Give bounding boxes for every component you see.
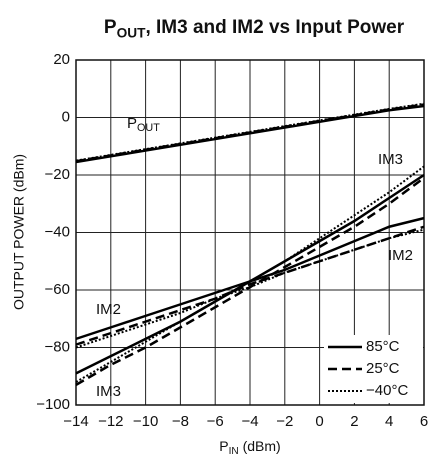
y-tick-label: 0: [62, 108, 70, 125]
annotation-part: IM2: [388, 247, 413, 264]
annotation-part: IM3: [96, 383, 121, 400]
annotation: IM2: [388, 247, 413, 264]
annotation-part: P: [127, 115, 137, 132]
chart-title-part: , IM3 and IM2 vs Input Power: [145, 17, 404, 38]
y-tick-label: −40: [45, 223, 70, 240]
legend-label: −40°C: [366, 382, 408, 399]
x-axis-label: PIN (dBm): [219, 438, 280, 457]
series-line: [75, 225, 425, 346]
y-tick-label: −80: [45, 338, 70, 355]
x-tick-label: −12: [98, 413, 123, 430]
x-tick-label: 6: [420, 413, 428, 430]
plot-frame: [75, 59, 425, 406]
legend-label: 85°C: [366, 338, 400, 355]
annotation-part: IM3: [378, 151, 403, 168]
x-tick-label: −14: [63, 413, 88, 430]
series-line: [75, 165, 425, 383]
x-axis-label-part: IN: [229, 446, 239, 457]
y-tick-label: −100: [36, 396, 70, 413]
series-line: [75, 102, 425, 162]
y-tick-label: 20: [53, 51, 70, 68]
x-tick-label: 0: [315, 413, 323, 430]
x-tick-label: −8: [172, 413, 189, 430]
y-tick-label: −20: [45, 166, 70, 183]
x-tick-label: −10: [133, 413, 158, 430]
x-axis-label-part: P: [219, 438, 228, 454]
x-axis-label-part: (dBm): [239, 438, 281, 454]
chart-title: POUT, IM3 and IM2 vs Input Power: [104, 17, 405, 40]
chart-title-part: P: [104, 17, 117, 38]
annotation-part: IM2: [96, 301, 121, 318]
y-axis-label: OUTPUT POWER (dBm): [11, 154, 27, 310]
x-tick-label: −6: [207, 413, 224, 430]
y-tick-label: −60: [45, 281, 70, 298]
x-tick-label: −4: [241, 413, 258, 430]
chart-title-part: OUT: [117, 25, 147, 40]
x-tick-label: −2: [276, 413, 293, 430]
annotation: POUT: [127, 115, 160, 134]
annotation: IM3: [378, 151, 403, 168]
series-line: [75, 228, 425, 349]
legend-label: 25°C: [366, 360, 400, 377]
annotation-part: OUT: [137, 122, 160, 134]
annotation: IM2: [96, 301, 121, 318]
x-tick-label: 2: [350, 413, 358, 430]
annotation: IM3: [96, 383, 121, 400]
x-tick-label: 4: [385, 413, 393, 430]
